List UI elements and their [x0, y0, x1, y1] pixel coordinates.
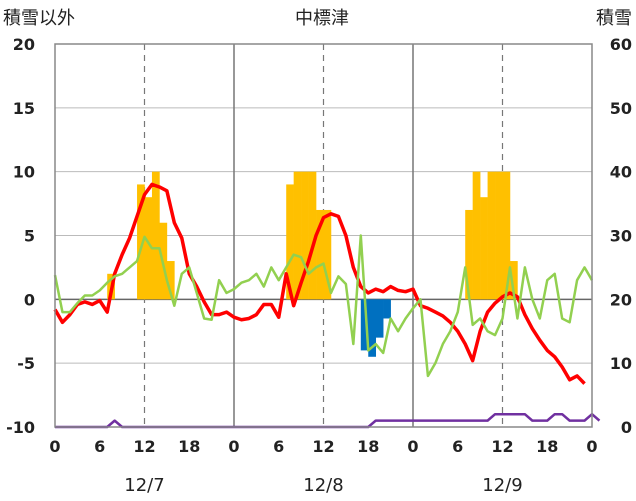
left-tick-label: 15 [13, 99, 35, 118]
x-tick-label: 0 [228, 437, 239, 456]
day-label: 12/8 [303, 475, 343, 496]
bar [166, 261, 175, 300]
left-tick-label: 20 [13, 35, 35, 54]
series-line [55, 412, 601, 429]
series-line [53, 234, 594, 378]
bar [509, 261, 518, 300]
right-tick-label: 20 [610, 290, 632, 309]
bar [480, 197, 488, 300]
x-tick-label: 12 [133, 437, 155, 456]
day-label: 12/7 [124, 475, 164, 496]
chart-title: 中標津 [295, 8, 349, 29]
plot-frame [54, 43, 593, 428]
bar [383, 299, 391, 319]
series-line [53, 182, 586, 385]
bar [137, 184, 145, 300]
bar [472, 171, 481, 300]
right-tick-label: 10 [610, 354, 632, 373]
bar [465, 209, 473, 300]
x-tick-label: 18 [536, 437, 558, 456]
x-tick-label: 6 [94, 437, 105, 456]
bar [293, 171, 302, 300]
right-tick-label: 30 [610, 227, 632, 246]
bar [316, 209, 324, 300]
right-tick-label: 60 [610, 35, 632, 54]
x-tick-label: 6 [273, 437, 284, 456]
bar [151, 171, 160, 300]
bar [502, 171, 511, 300]
x-tick-label: 0 [586, 437, 597, 456]
left-tick-label: -10 [6, 418, 35, 437]
bar [360, 299, 369, 351]
x-tick-label: 18 [357, 437, 379, 456]
bar [286, 184, 294, 300]
left-axis-title: 積雪以外 [3, 8, 75, 29]
bar [301, 171, 309, 300]
left-tick-label: 10 [13, 163, 35, 182]
right-axis-title: 積雪 [596, 8, 632, 29]
left-tick-label: 0 [24, 290, 35, 309]
bar [375, 299, 384, 338]
x-tick-label: 0 [49, 437, 60, 456]
x-tick-label: 12 [491, 437, 513, 456]
left-tick-label: 5 [24, 227, 35, 246]
x-tick-label: 18 [178, 437, 200, 456]
bar [495, 171, 503, 300]
x-tick-label: 0 [407, 437, 418, 456]
right-tick-label: 40 [610, 163, 632, 182]
x-tick-label: 12 [312, 437, 334, 456]
right-tick-label: 50 [610, 99, 632, 118]
bar [308, 171, 317, 300]
left-tick-label: -5 [17, 354, 35, 373]
bar [368, 299, 377, 357]
right-tick-label: 0 [621, 418, 632, 437]
bar [487, 171, 496, 300]
bar [323, 209, 332, 300]
bar [144, 197, 153, 300]
x-tick-label: 6 [452, 437, 463, 456]
day-label: 12/9 [482, 475, 522, 496]
